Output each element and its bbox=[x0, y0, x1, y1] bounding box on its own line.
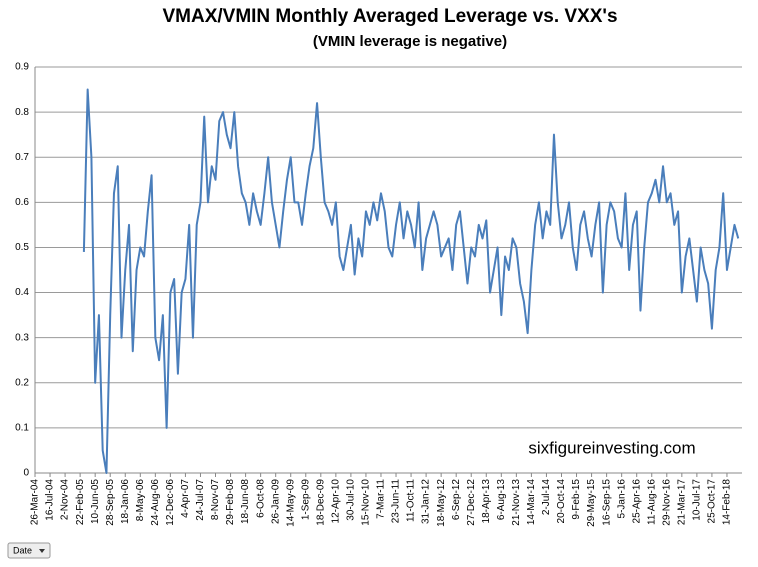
x-tick-label: 14-Feb-18 bbox=[722, 479, 733, 526]
x-tick-label: 6-Aug-13 bbox=[496, 479, 507, 521]
dropdown-arrow[interactable] bbox=[39, 549, 45, 553]
x-tick-label: 8-May-06 bbox=[135, 479, 146, 522]
x-tick-label: 29-May-15 bbox=[586, 479, 597, 527]
x-tick-label: 16-Jul-04 bbox=[45, 479, 56, 521]
y-tick-label: 0.2 bbox=[15, 377, 29, 388]
x-tick-label: 10-Jul-17 bbox=[692, 479, 703, 521]
y-tick-label: 0.1 bbox=[15, 423, 29, 434]
x-tick-label: 5-Jan-16 bbox=[616, 479, 627, 519]
x-tick-label: 26-Mar-04 bbox=[30, 479, 41, 526]
x-tick-label: 30-Jul-10 bbox=[346, 479, 357, 521]
x-tick-label: 2-Jul-14 bbox=[541, 479, 552, 516]
x-tick-label: 8-Nov-07 bbox=[210, 479, 221, 521]
x-tick-label: 20-Oct-14 bbox=[556, 479, 567, 524]
x-tick-label: 9-Feb-15 bbox=[571, 479, 582, 520]
x-tick-label: 31-Jan-12 bbox=[421, 479, 432, 524]
x-tick-label: 16-Sep-15 bbox=[601, 479, 612, 526]
x-tick-label: 18-Dec-09 bbox=[315, 479, 326, 526]
x-tick-label: 14-Mar-14 bbox=[526, 479, 537, 526]
x-tick-label: 1-Sep-09 bbox=[300, 479, 311, 521]
x-tick-label: 25-Oct-17 bbox=[707, 479, 718, 524]
y-tick-label: 0.7 bbox=[15, 152, 29, 163]
x-tick-label: 25-Apr-16 bbox=[631, 479, 642, 524]
x-tick-label: 18-Jun-08 bbox=[240, 479, 251, 524]
y-tick-label: 0 bbox=[23, 468, 29, 479]
x-tick-label: 29-Feb-08 bbox=[225, 479, 236, 526]
x-tick-label: 23-Jun-11 bbox=[391, 479, 402, 524]
chart-title: VMAX/VMIN Monthly Averaged Leverage vs. … bbox=[162, 6, 617, 27]
x-tick-label: 2-Nov-04 bbox=[60, 479, 71, 521]
chart-subtitle: (VMIN leverage is negative) bbox=[313, 33, 507, 50]
x-tick-label: 6-Oct-08 bbox=[255, 479, 266, 518]
y-tick-label: 0.8 bbox=[15, 107, 29, 118]
x-tick-label: 6-Sep-12 bbox=[451, 479, 462, 521]
x-tick-label: 15-Nov-10 bbox=[361, 479, 372, 526]
x-tick-label: 24-Aug-06 bbox=[150, 479, 161, 526]
x-tick-label: 27-Dec-12 bbox=[466, 479, 477, 526]
x-tick-label: 14-May-09 bbox=[285, 479, 296, 527]
data-line bbox=[82, 88, 740, 474]
y-tick-label: 0.6 bbox=[15, 197, 29, 208]
x-tick-label: 21-Mar-17 bbox=[676, 479, 687, 526]
y-tick-label: 0.3 bbox=[15, 332, 29, 343]
y-tick-label: 0.4 bbox=[15, 287, 29, 298]
x-tick-label: 10-Jun-05 bbox=[90, 479, 101, 524]
x-tick-label: 18-May-12 bbox=[436, 479, 447, 527]
x-tick-label: 22-Feb-05 bbox=[75, 479, 86, 526]
x-tick-label: 18-Apr-13 bbox=[481, 479, 492, 524]
button-box[interactable] bbox=[7, 542, 51, 559]
filter-button[interactable]: Date bbox=[7, 542, 51, 559]
y-tick-label: 0.5 bbox=[15, 242, 29, 253]
watermark: sixfigureinvesting.com bbox=[528, 438, 695, 457]
x-tick-label: 28-Sep-05 bbox=[105, 479, 116, 526]
x-tick-label: 26-Jan-09 bbox=[270, 479, 281, 524]
x-tick-label: 7-Mar-11 bbox=[376, 479, 387, 519]
x-tick-label: 11-Aug-16 bbox=[646, 479, 657, 525]
x-tick-label: 12-Dec-06 bbox=[165, 479, 176, 526]
x-tick-label: 4-Apr-07 bbox=[180, 479, 191, 518]
x-tick-label: 29-Nov-16 bbox=[661, 479, 672, 526]
x-tick-label: 24-Jul-07 bbox=[195, 479, 206, 521]
x-tick-label: 11-Oct-11 bbox=[406, 479, 417, 522]
x-tick-label: 18-Jan-06 bbox=[120, 479, 131, 524]
y-tick-label: 0.9 bbox=[15, 62, 29, 73]
button-label[interactable]: Date bbox=[13, 545, 32, 555]
x-tick-label: 21-Nov-13 bbox=[511, 479, 522, 526]
x-tick-label: 12-Apr-10 bbox=[330, 479, 341, 524]
